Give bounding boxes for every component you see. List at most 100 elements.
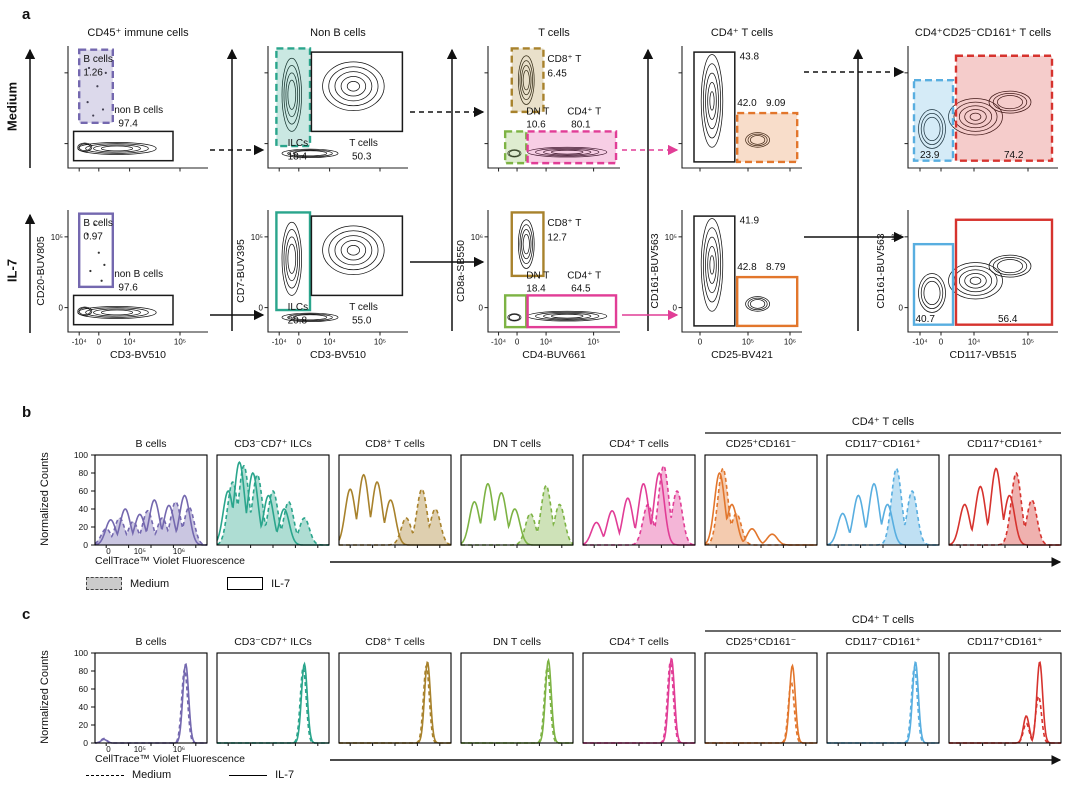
contour-blob (287, 313, 333, 322)
histogram-2 (338, 454, 452, 548)
contour-blob (287, 243, 297, 274)
hist-medium-curve (705, 680, 817, 744)
hist-medium-curve (217, 665, 329, 744)
flow-plot-r0-c3: 43.8 42.0 9.09 (678, 46, 802, 172)
panel-b-label: b (22, 404, 32, 421)
legend-medium-swatch (86, 577, 122, 590)
y-axis-label: CD7-BUV395 (235, 239, 247, 303)
flow-plot-r0-c4: 23.9 74.2 (904, 46, 1058, 172)
contour-blob (707, 245, 717, 284)
gate-black (310, 215, 404, 297)
contour-blob (923, 116, 941, 142)
flow-plot-r1-c2: -10⁴ 0 10⁴ 10⁵10⁶0CD4-BUV661CD8a-SB550CD8⁺ … (455, 210, 620, 361)
gate-olive (510, 47, 545, 114)
plot-title: CD4⁺CD25⁻CD161⁺ T cells (915, 27, 1052, 39)
gating-arrows (24, 48, 905, 333)
contour-blob (705, 72, 719, 130)
svg-text:0: 0 (479, 304, 484, 313)
contour-blob (340, 240, 367, 261)
panel-b-legend: Medium IL-7 (86, 577, 290, 590)
hist-frame (216, 652, 330, 744)
panel-c-xlabel: CellTrace™ Violet Fluorescence (95, 753, 245, 765)
scatter-dot (86, 233, 89, 236)
contour-blob (964, 109, 987, 125)
contour-blob (527, 310, 608, 322)
svg-text:10⁵: 10⁵ (134, 547, 146, 556)
hist-frame (948, 454, 1062, 546)
gate-green (503, 130, 528, 165)
gate-label: CD4⁺ T (567, 270, 601, 281)
flow-plot-r1-c3: 0 10⁵ 10⁶ 10⁵ 0 CD25-BV421 CD161-BUV563 41.9 42.… (649, 210, 802, 361)
axis (267, 46, 408, 169)
flow-plot-r0-c0: B cells 1.26 non B cells 97.4 (64, 46, 208, 172)
hist-frame (704, 652, 818, 744)
svg-text:10⁶: 10⁶ (471, 233, 483, 242)
svg-text:0: 0 (698, 338, 703, 347)
histogram-4 (582, 652, 696, 746)
contour-blob (346, 81, 360, 92)
contour-blob (328, 230, 379, 271)
hist-il7-curve (583, 657, 695, 744)
svg-text:0: 0 (97, 338, 102, 347)
panel-c-legend: Medium IL-7 (86, 769, 294, 781)
histogram-0: 0 10⁵ 10⁶ (94, 652, 208, 754)
legend-medium-label: Medium (130, 577, 170, 590)
svg-text:40: 40 (79, 504, 89, 514)
gate-teal (275, 211, 312, 312)
svg-text:60: 60 (79, 684, 89, 694)
contour-blob (93, 144, 141, 153)
contour-blob (958, 105, 993, 129)
hist-title: CD25⁺CD161⁻ (726, 438, 797, 450)
x-axis-label: CD25-BV421 (711, 349, 773, 361)
histogram-7 (948, 652, 1062, 746)
contour-blob (292, 150, 328, 157)
hist-title: CD8⁺ T cells (365, 636, 424, 648)
contour-blob (287, 79, 297, 110)
gate-label: B cells (83, 54, 112, 65)
gate-label: 9.09 (766, 98, 786, 109)
gate-label: 97.6 (118, 283, 138, 294)
contour-blob (322, 61, 385, 112)
panel-c-label: c (22, 606, 31, 623)
contour-blob (508, 314, 521, 321)
legend-il7-label: IL-7 (271, 577, 291, 590)
contour-blob (100, 145, 134, 152)
contour-blob (519, 224, 533, 265)
gate-label: non B cells (114, 105, 163, 116)
histogram-1 (216, 454, 330, 548)
scatter-dot (87, 66, 91, 70)
hist-title: CD117⁺CD161⁺ (967, 438, 1043, 450)
contour-blob (283, 65, 301, 125)
hist-frame (948, 652, 1062, 744)
svg-text:80: 80 (79, 468, 89, 478)
contour-blob (747, 133, 768, 147)
hist-il7-curve (94, 494, 207, 546)
svg-text:40: 40 (79, 702, 89, 712)
svg-text:0: 0 (939, 338, 944, 347)
contour-blob (340, 76, 367, 97)
hist-il7-curve (217, 661, 329, 744)
svg-text:10⁵: 10⁵ (134, 745, 146, 754)
contour-blob (700, 218, 724, 312)
flow-plot-r1-c1: -10⁴ 0 10⁴ 10⁵ 10⁵ 0 CD3-BV510 CD7-BUV395 ILCs 20… (235, 210, 408, 361)
svg-text:-10⁴: -10⁴ (72, 338, 88, 347)
panel-a: CD45⁺ immune cells Non B cells T cells CD4⁺… (35, 27, 1058, 361)
contour-blob (745, 132, 770, 148)
hist-frame (582, 652, 696, 744)
hist-il7-curve (826, 482, 939, 546)
contour-blob (519, 60, 533, 101)
contour-blob (948, 98, 1003, 136)
plot-title: CD45⁺ immune cells (87, 27, 189, 39)
gate-label: 55.0 (352, 315, 372, 326)
panel-c-ylabel: Normalized Counts (39, 650, 51, 744)
hist-frame (460, 652, 574, 744)
contour-blob (992, 256, 1028, 276)
hist-il7-curve (948, 467, 1061, 546)
hist-title: CD117⁻CD161⁺ (845, 636, 921, 648)
contour-blob (709, 255, 715, 275)
gate-orange (736, 275, 799, 328)
contour-blob (964, 273, 987, 289)
svg-text:10⁴: 10⁴ (123, 338, 136, 347)
contour-blob (346, 245, 360, 256)
histogram-1 (216, 652, 330, 746)
